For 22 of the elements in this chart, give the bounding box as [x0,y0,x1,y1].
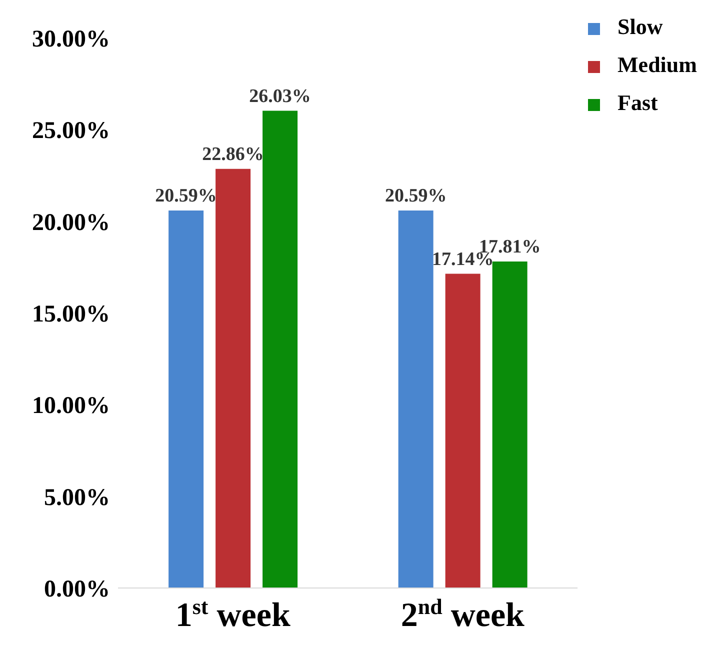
x-tick-label: 1$^{st}$ week [175,594,290,634]
data-label: 20.59% [384,186,447,207]
data-label: 20.59% [155,186,217,207]
y-tick-label: 0.00% [44,576,110,603]
bar [398,210,434,588]
legend-label: Fast [618,90,658,115]
data-label: 26.03% [249,86,311,107]
y-tick-label: 10.00% [32,393,110,420]
bar [168,210,204,588]
bar [262,110,298,588]
bar [492,261,528,588]
y-tick-label: 15.00% [32,302,110,328]
y-tick-label: 25.00% [32,118,110,144]
y-tick-label: 30.00% [32,26,110,53]
y-tick-label: 5.00% [44,484,110,511]
x-tick-label: 2$^{nd}$ week [400,594,525,634]
data-label: 22.86% [202,144,264,165]
legend-label: Slow [618,14,663,39]
y-tick-label: 20.00% [32,210,110,236]
bar [216,168,251,588]
bar [445,274,480,588]
legend-label: Medium [618,52,697,77]
